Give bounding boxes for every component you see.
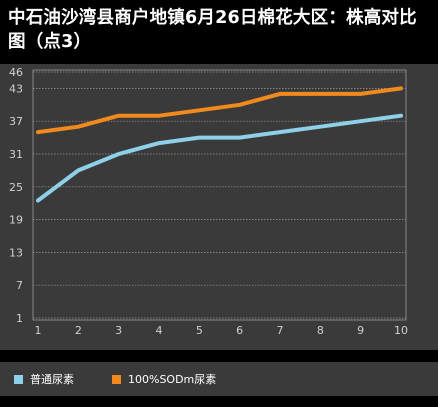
y-axis-ticks: 1 7 13 19 25 31 37 43 46 <box>9 66 23 325</box>
y-tick-label: 25 <box>9 181 23 194</box>
y-tick-label: 13 <box>9 246 23 259</box>
x-axis-ticks: 1 2 3 4 5 6 7 8 9 10 <box>35 324 409 337</box>
x-tick-label: 10 <box>394 324 408 337</box>
grid-lines <box>32 69 407 321</box>
y-tick-label: 7 <box>16 279 23 292</box>
plot-panel <box>0 64 438 350</box>
legend-label-series-1: 普通尿素 <box>30 373 74 386</box>
legend-item-series-1: 普通尿素 <box>14 372 74 386</box>
chart-title: 中石油沙湾县商户地镇6月26日棉花大区：株高对比图（点3） <box>8 8 417 52</box>
y-tick-label: 19 <box>9 214 23 227</box>
x-tick-label: 6 <box>236 324 243 337</box>
legend-swatch-series-2 <box>112 374 121 384</box>
legend-label-series-2: 100%SODm尿素 <box>128 373 217 386</box>
series-lines <box>36 86 403 203</box>
y-tick-label: 43 <box>9 82 23 95</box>
x-tick-label: 2 <box>75 324 82 337</box>
legend-item-series-2: 100%SODm尿素 <box>112 372 216 386</box>
y-tick-label: 1 <box>16 312 23 325</box>
line-chart: 1 7 13 19 25 31 37 43 46 1 2 3 4 5 6 7 8 9 10 <box>9 66 409 337</box>
legend-swatch-series-1 <box>14 374 23 384</box>
series-line-1 <box>36 113 403 203</box>
x-tick-label: 8 <box>317 324 324 337</box>
x-tick-label: 4 <box>156 324 163 337</box>
legend: 普通尿素 100%SODm尿素 <box>0 362 438 396</box>
x-tick-label: 1 <box>35 324 42 337</box>
y-tick-label: 31 <box>9 148 23 161</box>
x-tick-label: 9 <box>357 324 364 337</box>
y-tick-label: 46 <box>9 66 23 79</box>
plot-frame <box>32 69 407 321</box>
series-line-2 <box>36 86 403 135</box>
y-tick-label: 37 <box>9 115 23 128</box>
x-tick-label: 3 <box>115 324 122 337</box>
x-tick-label: 7 <box>277 324 284 337</box>
x-tick-label: 5 <box>196 324 203 337</box>
